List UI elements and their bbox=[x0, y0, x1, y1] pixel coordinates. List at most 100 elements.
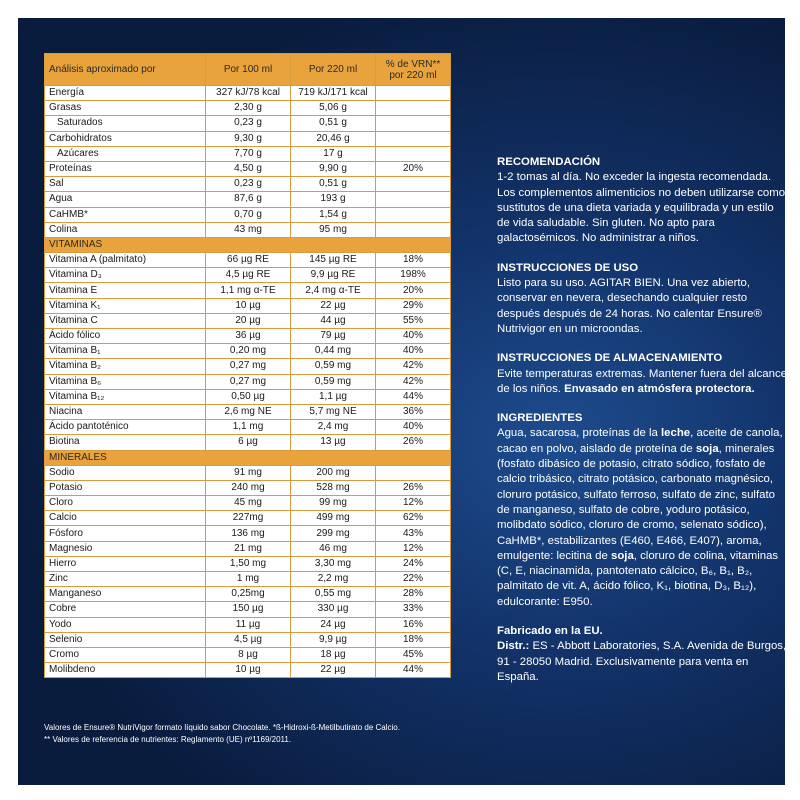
per-100ml: 10 µg bbox=[205, 662, 291, 679]
vrn-percent: 26% bbox=[375, 479, 451, 497]
vrn-percent bbox=[375, 221, 451, 238]
footnote: ** Valores de referencia de nutrientes: … bbox=[44, 735, 292, 744]
nutrient-row: Zinc 1 mg 2,2 mg 22% bbox=[44, 570, 451, 588]
section-text: Agua, sacarosa, proteínas de la leche, a… bbox=[497, 426, 787, 610]
nutrient-name: Vitamina K₁ bbox=[44, 297, 206, 314]
per-220ml: 528 mg bbox=[290, 479, 376, 497]
per-100ml: 1,1 mg α-TE bbox=[205, 282, 291, 299]
text: , minerales (fosfato dibásico de potasio… bbox=[497, 442, 775, 562]
vrn-percent: 40% bbox=[375, 419, 451, 436]
table-body: Análisis aproximado por Por 100 ml Por 220… bbox=[44, 53, 451, 679]
nutrient-name: Zinc bbox=[44, 570, 206, 588]
nutrient-name: Vitamina D₃ bbox=[44, 267, 206, 284]
vrn-percent: 20% bbox=[375, 160, 451, 178]
nutrient-row: Vitamina B₂ 0,27 mg 0,59 mg 42% bbox=[44, 358, 451, 375]
per-220ml: 5,7 mg NE bbox=[290, 403, 376, 421]
nutrient-row: Fósforo 136 mg 299 mg 43% bbox=[44, 525, 451, 542]
nutrient-name: Carbohidratos bbox=[44, 130, 206, 147]
nutrient-name: Agua bbox=[44, 191, 206, 208]
bold-text: Distr.: bbox=[497, 640, 530, 653]
nutrient-name: Calcio bbox=[44, 510, 206, 527]
per-100ml: 4,5 µg bbox=[205, 631, 291, 648]
nutrient-row: Potasio 240 mg 528 mg 26% bbox=[44, 479, 451, 497]
per-220ml: 1,1 µg bbox=[290, 388, 376, 405]
text: Evite temperaturas extremas. Mantener fu… bbox=[497, 367, 787, 395]
nutrient-name: Vitamina B₁ bbox=[44, 343, 206, 360]
per-100ml: 1,1 mg bbox=[205, 419, 291, 436]
nutrient-row: Sodio 91 mg 200 mg bbox=[44, 464, 451, 481]
text: 1-2 tomas al día. No exceder la ingesta … bbox=[497, 171, 786, 245]
nutrient-name: Colina bbox=[44, 221, 206, 238]
nutrient-name: Grasas bbox=[44, 100, 206, 117]
nutrient-row: Cobre 150 µg 330 µg 33% bbox=[44, 601, 451, 618]
nutrient-name: Cromo bbox=[44, 646, 206, 664]
vrn-percent bbox=[375, 145, 451, 162]
per-100ml: 136 mg bbox=[205, 525, 291, 542]
nutrient-name: Vitamina B₂ bbox=[44, 358, 206, 375]
per-220ml: 3,30 mg bbox=[290, 555, 376, 573]
per-220ml: 2,4 mg bbox=[290, 419, 376, 436]
nutrient-name: Sal bbox=[44, 176, 206, 193]
footnote: Valores de Ensure® NutriVigor formato lí… bbox=[44, 723, 400, 732]
nutrient-name: Yodo bbox=[44, 616, 206, 633]
per-100ml: 87,6 g bbox=[205, 191, 291, 208]
per-100ml: 0,50 µg bbox=[205, 388, 291, 405]
vrn-percent: 42% bbox=[375, 373, 451, 390]
header-cell: % de VRN** por 220 ml bbox=[375, 53, 451, 86]
per-220ml: 95 mg bbox=[290, 221, 376, 238]
text: Listo para su uso. AGITAR BIEN. Una vez … bbox=[497, 277, 762, 335]
bold-text: soja bbox=[610, 549, 634, 562]
nutrient-row: Selenio 4,5 µg 9,9 µg 18% bbox=[44, 631, 451, 648]
nutrient-name: Cloro bbox=[44, 495, 206, 512]
per-100ml: 4,50 g bbox=[205, 160, 291, 178]
nutrient-name: Vitamina A (palmitato) bbox=[44, 252, 206, 269]
header-cell: Por 220 ml bbox=[290, 53, 376, 86]
info-section: RECOMENDACIÓN 1-2 tomas al día. No excede… bbox=[497, 155, 787, 247]
nutrient-row: Energía 327 kJ/78 kcal 719 kJ/171 kcal bbox=[44, 84, 451, 102]
nutrient-row: Magnesio 21 mg 46 mg 12% bbox=[44, 540, 451, 557]
per-100ml: 0,20 mg bbox=[205, 343, 291, 360]
vrn-percent: 18% bbox=[375, 252, 451, 269]
vrn-percent bbox=[375, 464, 451, 481]
per-220ml: 145 µg RE bbox=[290, 252, 376, 269]
per-100ml: 9,30 g bbox=[205, 130, 291, 147]
vrn-percent bbox=[375, 100, 451, 117]
per-220ml: 0,51 g bbox=[290, 115, 376, 132]
nutrient-name: Hierro bbox=[44, 555, 206, 573]
per-220ml: 13 µg bbox=[290, 434, 376, 451]
text: , aceite de canola, cacao en polvo, aisl… bbox=[497, 427, 783, 455]
per-220ml: 2,4 mg α-TE bbox=[290, 282, 376, 299]
nutrient-row: Molibdeno 10 µg 22 µg 44% bbox=[44, 662, 451, 679]
per-100ml: 227mg bbox=[205, 510, 291, 527]
nutrient-row: Hierro 1,50 mg 3,30 mg 24% bbox=[44, 555, 451, 573]
nutrient-name: Cobre bbox=[44, 601, 206, 618]
per-220ml: 0,59 mg bbox=[290, 373, 376, 390]
per-220ml: 719 kJ/171 kcal bbox=[290, 84, 376, 102]
nutrient-row: Saturados 0,23 g 0,51 g bbox=[44, 115, 451, 132]
vrn-percent: 26% bbox=[375, 434, 451, 451]
nutrient-name: Magnesio bbox=[44, 540, 206, 557]
nutrient-name: Niacina bbox=[44, 403, 206, 421]
per-100ml: 36 µg bbox=[205, 327, 291, 345]
vrn-percent: 18% bbox=[375, 631, 451, 648]
vrn-percent: 29% bbox=[375, 297, 451, 314]
nutrient-name: Manganeso bbox=[44, 586, 206, 603]
header-cell: Por 100 ml bbox=[205, 53, 291, 86]
nutrient-row: Carbohidratos 9,30 g 20,46 g bbox=[44, 130, 451, 147]
per-100ml: 0,27 mg bbox=[205, 358, 291, 375]
vrn-percent bbox=[375, 191, 451, 208]
nutrient-name: Energía bbox=[44, 84, 206, 102]
nutrient-name: CaHMB* bbox=[44, 206, 206, 223]
per-100ml: 11 µg bbox=[205, 616, 291, 633]
vrn-percent bbox=[375, 130, 451, 147]
per-100ml: 8 µg bbox=[205, 646, 291, 664]
info-section: INSTRUCCIONES DE ALMACENAMIENTO Evite tem… bbox=[497, 351, 787, 397]
nutrient-row: Proteínas 4,50 g 9,90 g 20% bbox=[44, 160, 451, 178]
per-100ml: 2,6 mg NE bbox=[205, 403, 291, 421]
per-220ml: 330 µg bbox=[290, 601, 376, 618]
vrn-percent: 28% bbox=[375, 586, 451, 603]
info-column: RECOMENDACIÓN 1-2 tomas al día. No excede… bbox=[497, 155, 787, 699]
nutrient-row: Colina 43 mg 95 mg bbox=[44, 221, 451, 238]
nutrient-name: Vitamina B₁₂ bbox=[44, 388, 206, 405]
vrn-percent: 20% bbox=[375, 282, 451, 299]
